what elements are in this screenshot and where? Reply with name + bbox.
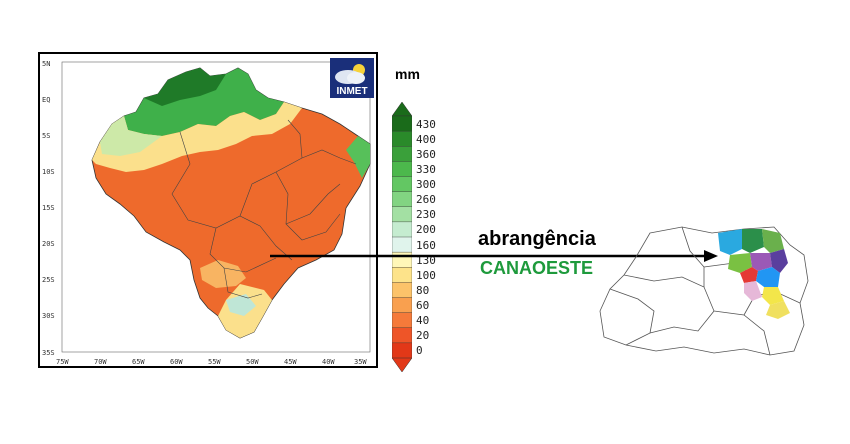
- lon-tick: 55W: [208, 358, 221, 366]
- colorbar-label: 300: [416, 178, 436, 192]
- canaoeste-area: [718, 229, 790, 319]
- lon-tick: 50W: [246, 358, 259, 366]
- lon-tick: 70W: [94, 358, 107, 366]
- lon-tick: 65W: [132, 358, 145, 366]
- brazil-map-svg: 5N EQ 5S 10S 15S 20S 25S 30S 35S 75W 70W…: [42, 60, 371, 366]
- north-green-zone: [124, 68, 284, 136]
- colorbar-label: 330: [416, 162, 436, 176]
- state-borders: [171, 119, 357, 299]
- colorbar-label: 360: [416, 147, 436, 161]
- colorbar-label: 20: [416, 329, 430, 343]
- lon-tick: 35W: [354, 358, 367, 366]
- colorbar-label: 430: [416, 117, 436, 131]
- lon-tick: 75W: [56, 358, 69, 366]
- colorbar-cap-bottom: [392, 357, 412, 372]
- rainfall-map: 5N EQ 5S 10S 15S 20S 25S 30S 35S 75W 70W…: [38, 52, 378, 368]
- arrow-head-icon: [704, 250, 718, 262]
- lat-tick: 15S: [42, 204, 55, 212]
- logo-text: INMET: [336, 86, 367, 97]
- regional-map: [599, 226, 809, 356]
- inmet-logo: INMET: [330, 58, 374, 98]
- colorbar-label: 40: [416, 314, 430, 328]
- lat-tick: 5N: [42, 60, 50, 68]
- lon-tick: 45W: [284, 358, 297, 366]
- lat-tick: 30S: [42, 312, 55, 320]
- lat-tick: EQ: [42, 96, 50, 104]
- lat-tick: 25S: [42, 276, 55, 284]
- colorbar: [392, 102, 412, 372]
- lat-ticks: 5N EQ 5S 10S 15S 20S 25S 30S 35S: [42, 60, 55, 357]
- lat-tick: 5S: [42, 132, 50, 140]
- lat-tick: 35S: [42, 349, 55, 357]
- lon-tick: 60W: [170, 358, 183, 366]
- lat-tick: 20S: [42, 240, 55, 248]
- colorbar-label: 160: [416, 238, 436, 252]
- lon-tick: 40W: [322, 358, 335, 366]
- colorbar-label: 200: [416, 223, 436, 237]
- colorbar-label: 100: [416, 268, 436, 282]
- transition-zone: [92, 102, 302, 172]
- colorbar-label: 0: [416, 344, 423, 358]
- colorbar-label: 260: [416, 193, 436, 207]
- caption-canaoeste: CANAOESTE: [480, 258, 594, 278]
- caption-abrangencia: abrangência: [478, 228, 596, 250]
- colorbar-label: 230: [416, 208, 436, 222]
- colorbar-label: 400: [416, 132, 436, 146]
- colorbar-label: 80: [416, 283, 430, 297]
- legend-unit: mm: [395, 66, 420, 82]
- lon-ticks: 75W 70W 65W 60W 55W 50W 45W 40W 35W: [56, 358, 367, 366]
- colorbar-label: 60: [416, 299, 430, 313]
- lat-tick: 10S: [42, 168, 55, 176]
